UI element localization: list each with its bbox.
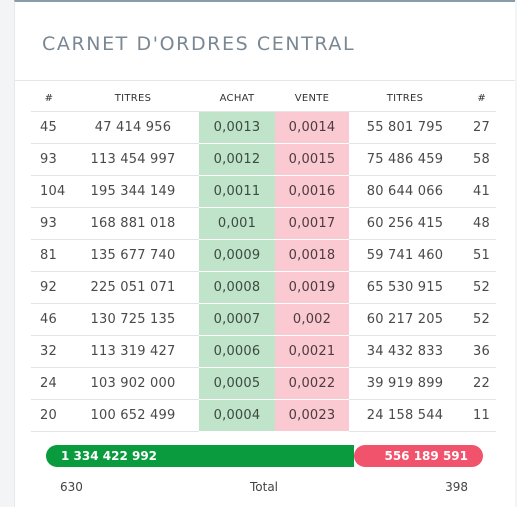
ask-price-cell: 0,0016 bbox=[275, 175, 349, 208]
sell-orders-count-cell: 27 bbox=[461, 111, 496, 144]
sell-volume-segment: 556 189 591 bbox=[354, 445, 483, 467]
sell-quantity-cell: 34 432 833 bbox=[349, 335, 461, 368]
sell-orders-count-cell: 41 bbox=[461, 175, 496, 208]
ask-price-cell: 0,0015 bbox=[275, 143, 349, 176]
header-sell-orders-count: # bbox=[461, 86, 496, 112]
buy-orders-count-cell: 20 bbox=[31, 399, 67, 432]
buy-volume-segment: 1 334 422 992 bbox=[46, 445, 355, 467]
header-sell-quantity: TITRES bbox=[349, 86, 461, 112]
sell-orders-count-cell: 52 bbox=[461, 271, 496, 304]
sell-volume-total: 556 189 591 bbox=[384, 449, 468, 463]
sell-orders-count-cell: 22 bbox=[461, 367, 496, 400]
totals-row: 630 Total 398 bbox=[60, 480, 468, 494]
buy-quantity-cell: 103 902 000 bbox=[67, 367, 199, 400]
bid-price-cell: 0,0007 bbox=[199, 303, 275, 336]
ask-price-cell: 0,0022 bbox=[275, 367, 349, 400]
sell-orders-count-cell: 36 bbox=[461, 335, 496, 368]
bid-price-cell: 0,0005 bbox=[199, 367, 275, 400]
buy-orders-count-cell: 93 bbox=[31, 143, 67, 176]
table-row: 24 103 902 000 0,0005 0,0022 39 919 899 22 bbox=[31, 367, 496, 400]
header-bid-price: ACHAT bbox=[199, 86, 275, 112]
table-row: 81 135 677 740 0,0009 0,0018 59 741 460 51 bbox=[31, 239, 496, 272]
buy-orders-count-cell: 32 bbox=[31, 335, 67, 368]
order-book-title: CARNET D'ORDRES CENTRAL bbox=[42, 33, 356, 55]
buy-quantity-cell: 47 414 956 bbox=[67, 111, 199, 144]
bid-price-cell: 0,0008 bbox=[199, 271, 275, 304]
table-row: 20 100 652 499 0,0004 0,0023 24 158 544 11 bbox=[31, 399, 496, 432]
buy-orders-count-cell: 104 bbox=[31, 175, 67, 208]
bid-price-cell: 0,0006 bbox=[199, 335, 275, 368]
order-book-table: # TITRES ACHAT VENTE TITRES # 45 47 414 9… bbox=[31, 86, 496, 432]
table-header-row: # TITRES ACHAT VENTE TITRES # bbox=[31, 86, 496, 112]
ask-price-cell: 0,0021 bbox=[275, 335, 349, 368]
table-row: 104 195 344 149 0,0011 0,0016 80 644 066 41 bbox=[31, 175, 496, 208]
sell-quantity-cell: 80 644 066 bbox=[349, 175, 461, 208]
buy-orders-count-cell: 92 bbox=[31, 271, 67, 304]
buy-quantity-cell: 195 344 149 bbox=[67, 175, 199, 208]
buy-sell-balance-bar: 1 334 422 992 556 189 591 bbox=[46, 445, 483, 467]
total-label: Total bbox=[249, 480, 279, 494]
sell-quantity-cell: 39 919 899 bbox=[349, 367, 461, 400]
buy-quantity-cell: 130 725 135 bbox=[67, 303, 199, 336]
buy-orders-count-cell: 93 bbox=[31, 207, 67, 240]
sell-quantity-cell: 60 217 205 bbox=[349, 303, 461, 336]
bid-price-cell: 0,0009 bbox=[199, 239, 275, 272]
sell-quantity-cell: 24 158 544 bbox=[349, 399, 461, 432]
table-row: 46 130 725 135 0,0007 0,002 60 217 205 52 bbox=[31, 303, 496, 336]
bid-price-cell: 0,0012 bbox=[199, 143, 275, 176]
table-row: 93 168 881 018 0,001 0,0017 60 256 415 48 bbox=[31, 207, 496, 240]
bid-price-cell: 0,0004 bbox=[199, 399, 275, 432]
sell-orders-count-cell: 48 bbox=[461, 207, 496, 240]
sell-quantity-cell: 55 801 795 bbox=[349, 111, 461, 144]
ask-price-cell: 0,0018 bbox=[275, 239, 349, 272]
buy-orders-total: 630 bbox=[60, 480, 83, 494]
sell-quantity-cell: 65 530 915 bbox=[349, 271, 461, 304]
buy-orders-count-cell: 45 bbox=[31, 111, 67, 144]
sell-orders-total: 398 bbox=[445, 480, 468, 494]
sell-orders-count-cell: 11 bbox=[461, 399, 496, 432]
buy-quantity-cell: 225 051 071 bbox=[67, 271, 199, 304]
title-divider bbox=[15, 80, 515, 81]
sell-quantity-cell: 75 486 459 bbox=[349, 143, 461, 176]
table-row: 92 225 051 071 0,0008 0,0019 65 530 915 52 bbox=[31, 271, 496, 304]
buy-quantity-cell: 113 454 997 bbox=[67, 143, 199, 176]
bid-price-cell: 0,0013 bbox=[199, 111, 275, 144]
sell-quantity-cell: 59 741 460 bbox=[349, 239, 461, 272]
buy-orders-count-cell: 46 bbox=[31, 303, 67, 336]
ask-price-cell: 0,002 bbox=[275, 303, 349, 336]
table-row: 32 113 319 427 0,0006 0,0021 34 432 833 36 bbox=[31, 335, 496, 368]
buy-orders-count-cell: 81 bbox=[31, 239, 67, 272]
bid-price-cell: 0,0011 bbox=[199, 175, 275, 208]
header-ask-price: VENTE bbox=[275, 86, 349, 112]
ask-price-cell: 0,0014 bbox=[275, 111, 349, 144]
buy-volume-total: 1 334 422 992 bbox=[61, 449, 158, 463]
buy-quantity-cell: 113 319 427 bbox=[67, 335, 199, 368]
sell-quantity-cell: 60 256 415 bbox=[349, 207, 461, 240]
ask-price-cell: 0,0017 bbox=[275, 207, 349, 240]
buy-orders-count-cell: 24 bbox=[31, 367, 67, 400]
bid-price-cell: 0,001 bbox=[199, 207, 275, 240]
table-row: 45 47 414 956 0,0013 0,0014 55 801 795 27 bbox=[31, 111, 496, 144]
buy-quantity-cell: 168 881 018 bbox=[67, 207, 199, 240]
ask-price-cell: 0,0019 bbox=[275, 271, 349, 304]
order-book-card: CARNET D'ORDRES CENTRAL # TITRES ACHAT V… bbox=[14, 0, 515, 507]
sell-orders-count-cell: 52 bbox=[461, 303, 496, 336]
sell-orders-count-cell: 58 bbox=[461, 143, 496, 176]
buy-quantity-cell: 135 677 740 bbox=[67, 239, 199, 272]
ask-price-cell: 0,0023 bbox=[275, 399, 349, 432]
buy-quantity-cell: 100 652 499 bbox=[67, 399, 199, 432]
header-buy-quantity: TITRES bbox=[67, 86, 199, 112]
header-buy-orders-count: # bbox=[31, 86, 67, 112]
table-row: 93 113 454 997 0,0012 0,0015 75 486 459 58 bbox=[31, 143, 496, 176]
sell-orders-count-cell: 51 bbox=[461, 239, 496, 272]
